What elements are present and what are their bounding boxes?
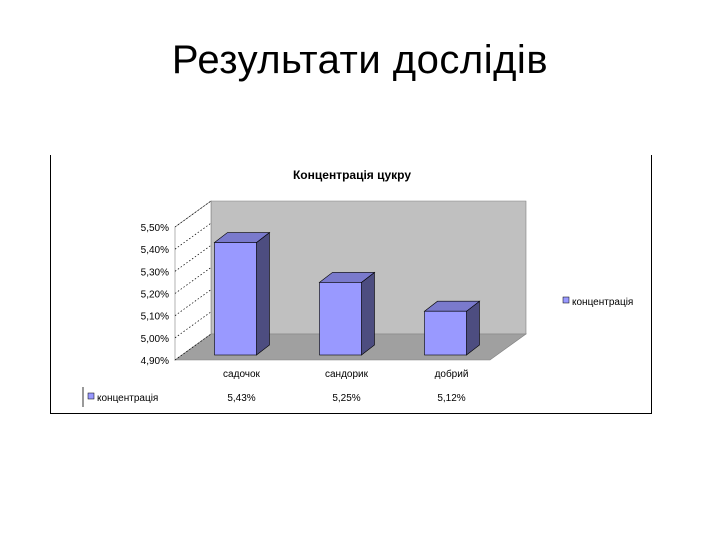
chart: Концентрація цукру 5,50%5,40%5,30%5,20%5… (82, 168, 633, 407)
y-gridline (174, 245, 212, 272)
y-tick-label: 5,20% (141, 290, 169, 301)
data-table-key-swatch (87, 392, 95, 400)
legend: концентрація (562, 296, 633, 308)
bar-side (256, 231, 270, 356)
slide-title: Результати дослідів (171, 38, 549, 82)
chart-title: Концентрація цукру (293, 168, 411, 182)
data-table-value: 5,25% (332, 393, 360, 404)
y-gridline (174, 311, 212, 339)
bar (424, 310, 467, 356)
y-tick-label: 5,50% (141, 223, 169, 234)
bar (214, 242, 257, 356)
y-gridline (174, 200, 212, 228)
x-tick-label: садочок (223, 369, 261, 380)
y-tick-label: 5,10% (141, 312, 169, 323)
y-tick-label: 5,40% (141, 245, 169, 256)
y-gridline (174, 222, 212, 250)
x-tick-label: сандорик (325, 369, 369, 380)
y-gridline (174, 333, 212, 361)
legend-label: концентрація (572, 297, 633, 308)
x-tick-label: добрий (435, 368, 469, 380)
chart-frame (50, 155, 652, 414)
y-gridline (174, 267, 212, 294)
y-tick-label: 5,30% (141, 267, 169, 278)
y-tick-label: 5,00% (141, 334, 169, 345)
data-table-key-label: концентрація (97, 393, 158, 404)
data-table-value: 5,12% (437, 393, 465, 404)
plot-area: 5,50% 5,40% 5,30% 5,20% 5,10% 5,00% 4,90% садоч… (141, 200, 527, 380)
legend-swatch (562, 296, 570, 304)
data-table-value: 5,43% (227, 393, 255, 404)
data-table: 5,43% 5,25% 5,12% концентрація (82, 387, 466, 407)
bar (319, 282, 362, 356)
y-gridline (174, 289, 212, 316)
bar-side (361, 271, 375, 356)
y-tick-label: 4,90% (141, 356, 169, 367)
